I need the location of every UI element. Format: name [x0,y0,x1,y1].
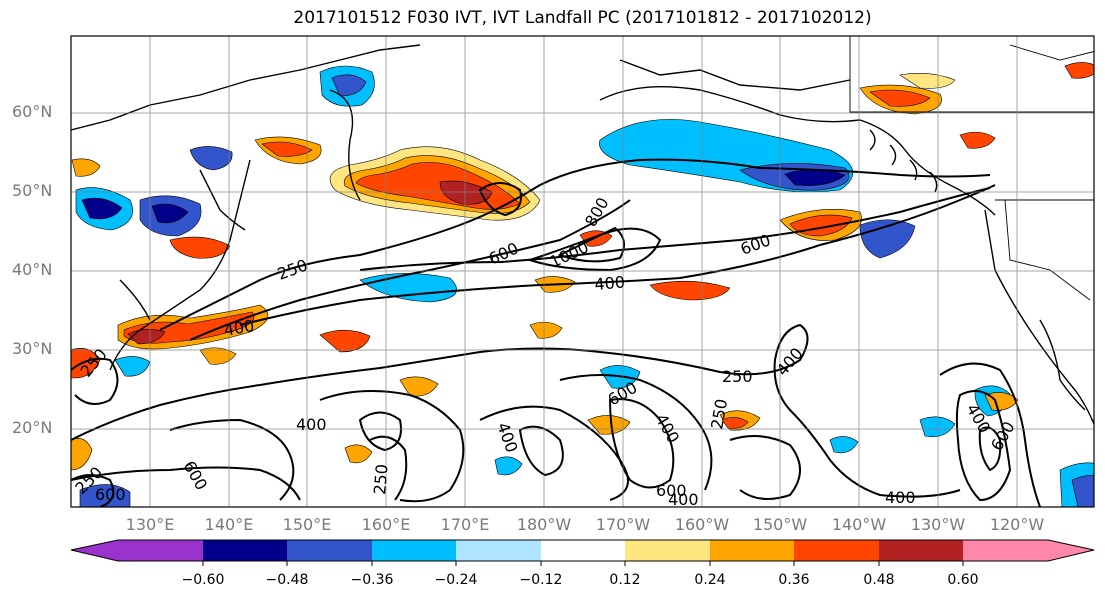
lon-label-170e: 170°E [440,515,490,534]
contour-label: 250 [275,255,310,283]
colorbar-tick-label: −0.60 [181,572,225,588]
lat-label-20n: 20°N [12,418,53,437]
lon-label-160w: 160°W [674,515,730,534]
colorbar-bin [625,540,710,561]
lon-label-150w: 150°W [752,515,808,534]
contour-label: 400 [222,316,255,340]
contour-label: 600 [95,485,126,504]
colorbar-tick-label: −0.48 [265,572,309,588]
colorbar-tick-label: 0.36 [778,572,810,588]
contour-label: 400 [668,490,699,509]
contour-label: 250 [722,367,753,386]
colorbar-tick-label: −0.36 [350,572,394,588]
contour-label: 250 [370,463,392,495]
colorbar-bin [541,540,625,561]
contour-label: 600 [486,238,522,268]
colorbar-tick-label: −0.12 [519,572,563,588]
contour-label: 400 [493,420,521,455]
map-frame [70,35,1095,508]
graticule [71,36,1094,507]
colorbar-bin [372,540,456,561]
positive-anomaly-shading [71,62,1094,471]
colorbar-bin [287,540,372,561]
lon-label-170w: 170°W [595,515,651,534]
colorbar [70,539,1095,566]
colorbar-tick-label: −0.24 [434,572,478,588]
colorbar-tick-label: 0.60 [947,572,979,588]
lat-label-40n: 40°N [12,260,53,279]
colorbar-bin [963,540,1048,561]
colorbar-tick-label: 0.24 [694,572,726,588]
colorbar-bin [203,540,287,561]
ivt-field: 250 400 600 800 1000 600 400 250 400 250… [71,36,1094,509]
colorbar-tick-label: 0.48 [863,572,895,588]
contour-label: 800 [581,194,613,230]
lat-label-30n: 30°N [12,339,53,358]
colorbar-outline [70,539,1095,562]
lon-label-140e: 140°E [204,515,254,534]
colorbar-high-extension [1048,540,1094,561]
contour-label: 600 [656,481,687,500]
colorbar-low-extension [71,540,118,561]
contour-label: 400 [885,488,916,507]
lon-label-180w: 180°W [516,515,572,534]
contour-label: 600 [180,458,212,494]
lon-label-120w: 120°W [989,515,1045,534]
colorbar-bin [456,540,541,561]
lon-label-160e: 160°E [361,515,411,534]
coastlines [71,44,1094,426]
lon-label-150e: 150°E [282,515,332,534]
lon-label-140w: 140°W [831,515,887,534]
ivt-contours [71,158,1041,507]
lat-label-60n: 60°N [12,102,53,121]
map-title: 2017101512 F030 IVT, IVT Landfall PC (20… [293,8,872,28]
colorbar-bin [794,540,879,561]
colorbar-bin [118,540,203,561]
colorbar-bin [710,540,794,561]
colorbar-tick-label: 0.12 [609,572,641,588]
colorbar-bin [879,540,963,561]
lon-label-130e: 130°E [125,515,175,534]
political-borders [849,36,1094,301]
contour-label: 400 [296,415,327,434]
negative-anomaly-shading [75,65,1094,507]
lat-label-50n: 50°N [12,181,53,200]
contour-label: 400 [594,272,626,294]
contour-label: 600 [738,230,773,258]
lon-label-130w: 130°W [910,515,966,534]
